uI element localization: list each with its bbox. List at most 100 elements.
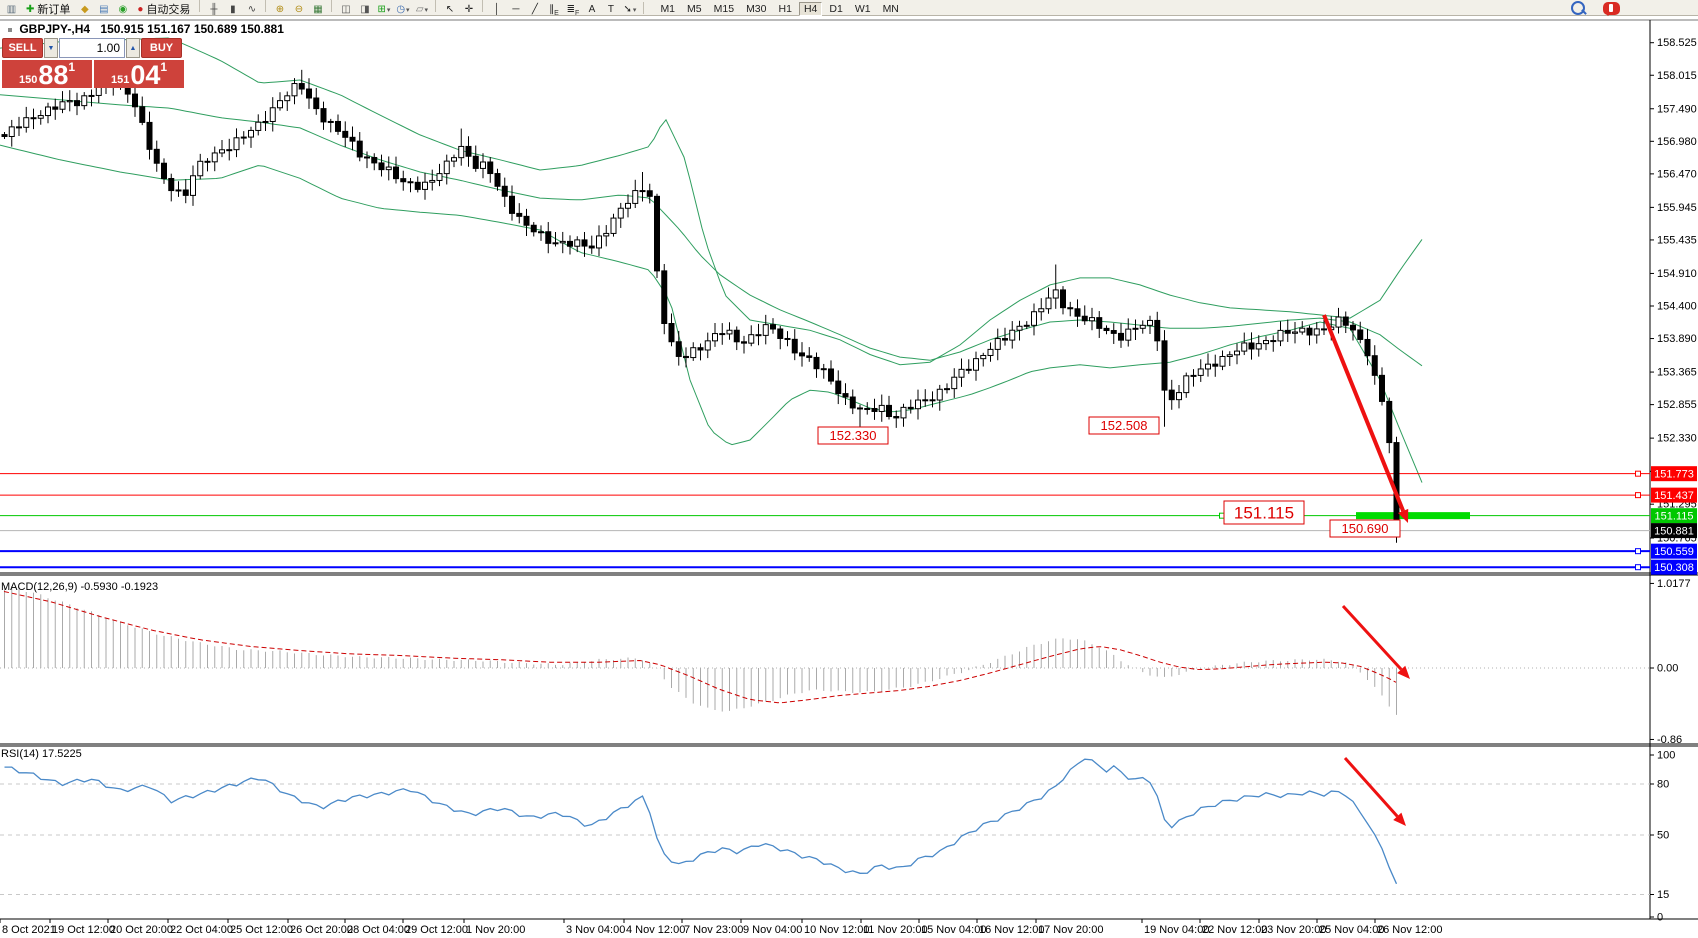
- volume-increase-button[interactable]: ▲: [126, 38, 140, 58]
- arrows-tool-icon[interactable]: ➘▾: [623, 3, 637, 15]
- line-handle[interactable]: [1635, 492, 1641, 499]
- svg-text:3 Nov 04:00: 3 Nov 04:00: [566, 924, 625, 936]
- svg-text:22 Oct 04:00: 22 Oct 04:00: [170, 924, 233, 936]
- timeframe-d1[interactable]: D1: [829, 2, 843, 15]
- horizontal-line-icon[interactable]: ─: [512, 3, 520, 15]
- styler-icon[interactable]: ◆: [81, 3, 89, 15]
- fibonacci-icon[interactable]: ≣F: [566, 3, 580, 17]
- svg-text:155.945: 155.945: [1657, 202, 1697, 214]
- periods-icon[interactable]: ◷▾: [396, 3, 410, 15]
- panel-borders: [0, 19, 1698, 920]
- line-handle[interactable]: [1635, 564, 1641, 571]
- bollinger-middle: [0, 94, 1423, 367]
- chart-title: GBPJPY-,H4 150.915 151.167 150.689 150.8…: [8, 22, 284, 36]
- sell-price[interactable]: 150 88 1: [2, 60, 92, 90]
- equidistant-channel-icon[interactable]: ∥E: [549, 3, 559, 17]
- arrange-windows-icon[interactable]: ◫: [341, 3, 351, 15]
- svg-text:0: 0: [1657, 912, 1663, 924]
- timeframe-m15[interactable]: M15: [713, 2, 735, 15]
- buy-button[interactable]: BUY: [141, 38, 182, 58]
- callout-box[interactable]: [1329, 519, 1401, 538]
- line-handle[interactable]: [1635, 470, 1641, 477]
- sell-price-pips: 88: [38, 60, 69, 90]
- toolbar-separator: [331, 0, 333, 12]
- timeframe-w1[interactable]: W1: [854, 2, 871, 15]
- vertical-line-icon[interactable]: │: [493, 3, 501, 15]
- svg-text:1.0177: 1.0177: [1657, 578, 1691, 590]
- cursor-icon[interactable]: ↖: [445, 3, 455, 15]
- buy-price[interactable]: 151 04 1: [94, 60, 184, 90]
- market-depth-icon[interactable]: ▤: [99, 3, 109, 15]
- timeframe-m30[interactable]: M30: [746, 2, 767, 15]
- sell-button[interactable]: SELL: [2, 38, 43, 58]
- autotrading-button-label: 自动交易: [146, 4, 191, 16]
- svg-text:19 Oct 12:00: 19 Oct 12:00: [52, 924, 115, 936]
- autotrading-button[interactable]: ● 自动交易: [133, 2, 194, 17]
- svg-text:23 Nov 20:00: 23 Nov 20:00: [1261, 924, 1326, 936]
- track-chart-icon[interactable]: ◨: [360, 3, 370, 15]
- callout-box[interactable]: [1088, 416, 1160, 435]
- svg-text:80: 80: [1657, 779, 1669, 791]
- horizontal-lines[interactable]: [0, 473, 1650, 569]
- zoom-out-icon[interactable]: ⊖: [294, 3, 304, 15]
- sell-price-figure: 150: [18, 74, 38, 86]
- svg-text:8 Oct 2021: 8 Oct 2021: [2, 924, 56, 936]
- svg-text:19 Nov 04:00: 19 Nov 04:00: [1144, 924, 1209, 936]
- svg-text:150.559: 150.559: [1654, 546, 1694, 558]
- timeframe-h1[interactable]: H1: [778, 2, 792, 15]
- rsi-line: [4, 758, 1398, 885]
- svg-text:29 Oct 12:00: 29 Oct 12:00: [405, 924, 468, 936]
- rsi-panel: [0, 758, 1650, 895]
- toolbar-separator: [435, 0, 437, 12]
- candlestick-chart-icon[interactable]: ▮: [230, 3, 236, 15]
- callout-box[interactable]: [817, 426, 889, 445]
- chart-window-icon[interactable]: ▥: [6, 3, 17, 15]
- buy-price-pips: 04: [130, 60, 161, 90]
- search-icon[interactable]: [1571, 1, 1585, 15]
- callout-text: 150.690: [1342, 521, 1389, 536]
- svg-text:7 Nov 23:00: 7 Nov 23:00: [684, 924, 743, 936]
- volume-input[interactable]: [59, 38, 125, 58]
- svg-text:153.890: 153.890: [1657, 333, 1697, 345]
- new-order-button[interactable]: ✚ 新订单: [22, 2, 74, 17]
- price-callouts[interactable]: 152.330 152.508 151.115 150.690: [817, 416, 1401, 538]
- svg-text:15 Nov 04:00: 15 Nov 04:00: [921, 924, 986, 936]
- svg-text:9 Nov 04:00: 9 Nov 04:00: [743, 924, 802, 936]
- trendline-icon[interactable]: ╱: [531, 3, 538, 15]
- crosshair-icon[interactable]: ✛: [464, 3, 474, 15]
- macd-indicator-label: MACD(12,26,9) -0.5930 -0.1923: [1, 581, 159, 593]
- price-axis: 158.525 158.015 157.490 156.980 156.470 155.9…: [1650, 37, 1697, 924]
- timeframe-m5[interactable]: M5: [687, 2, 702, 15]
- bar-chart-icon[interactable]: ╫: [210, 3, 218, 15]
- zoom-in-icon[interactable]: ⊕: [275, 3, 285, 15]
- svg-text:22 Nov 12:00: 22 Nov 12:00: [1202, 924, 1267, 936]
- svg-text:26 Nov 12:00: 26 Nov 12:00: [1377, 924, 1442, 936]
- timeframe-mn[interactable]: MN: [882, 2, 899, 15]
- timeframe-m1[interactable]: M1: [660, 2, 676, 15]
- text-label-icon[interactable]: T: [607, 3, 614, 15]
- volume-decrease-button[interactable]: ▼: [44, 38, 58, 58]
- signals-icon[interactable]: ◉: [118, 3, 128, 15]
- svg-text:17 Nov 20:00: 17 Nov 20:00: [1038, 924, 1103, 936]
- indicators-icon[interactable]: ⊞▾: [377, 3, 391, 15]
- chart-ohlc-values: 150.915 151.167 150.689 150.881: [100, 22, 284, 36]
- svg-text:15: 15: [1657, 889, 1669, 901]
- drawn-arrows[interactable]: [1322, 314, 1410, 826]
- line-handle[interactable]: [1635, 548, 1641, 555]
- timeframe-h4[interactable]: H4: [798, 1, 823, 16]
- text-icon[interactable]: A: [588, 3, 596, 15]
- tile-windows-icon[interactable]: ▦: [313, 3, 323, 15]
- bollinger-upper: [0, 37, 1423, 366]
- svg-text:100: 100: [1657, 750, 1675, 762]
- notifications-icon[interactable]: [1603, 1, 1620, 16]
- svg-text:20 Oct 20:00: 20 Oct 20:00: [110, 924, 173, 936]
- svg-text:26 Oct 20:00: 26 Oct 20:00: [290, 924, 353, 936]
- callout-text: 151.115: [1234, 504, 1294, 523]
- line-chart-icon[interactable]: ∿: [247, 3, 257, 15]
- svg-text:157.490: 157.490: [1657, 103, 1697, 115]
- chart-canvas[interactable]: 152.330 152.508 151.115 150.690 158.525 158.0…: [0, 16, 1698, 938]
- svg-text:158.525: 158.525: [1657, 37, 1697, 49]
- chart-bullet-icon: [8, 27, 12, 32]
- templates-icon[interactable]: ▱▾: [415, 3, 429, 15]
- callout-box[interactable]: [1223, 500, 1305, 525]
